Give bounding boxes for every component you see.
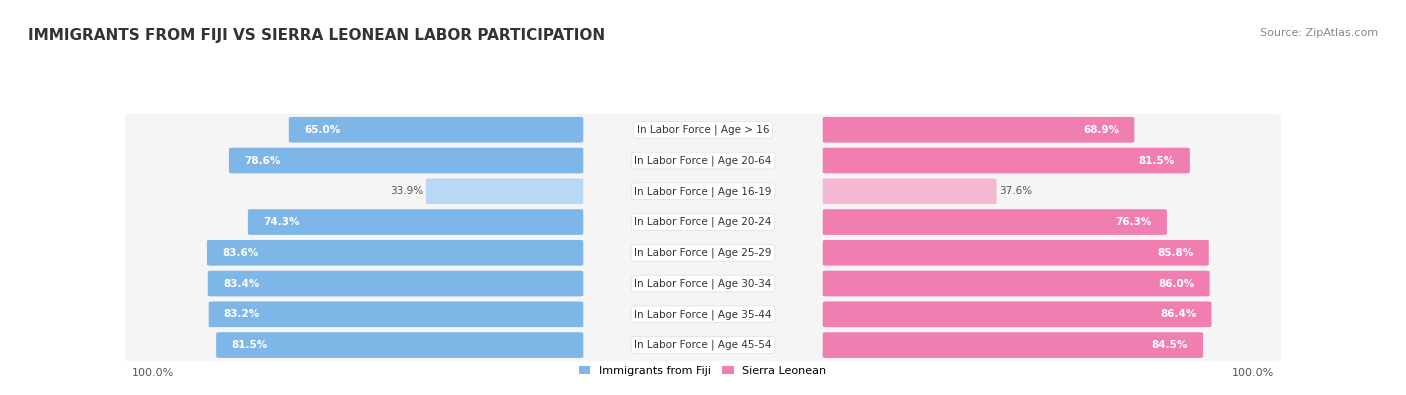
FancyBboxPatch shape	[288, 117, 583, 143]
Text: 100.0%: 100.0%	[132, 368, 174, 378]
Text: 68.9%: 68.9%	[1083, 125, 1119, 135]
Text: 86.0%: 86.0%	[1159, 278, 1195, 289]
Text: In Labor Force | Age 25-29: In Labor Force | Age 25-29	[634, 248, 772, 258]
FancyBboxPatch shape	[207, 240, 583, 266]
FancyBboxPatch shape	[125, 329, 1281, 361]
FancyBboxPatch shape	[125, 206, 1281, 238]
Text: 83.2%: 83.2%	[224, 309, 260, 319]
FancyBboxPatch shape	[229, 148, 583, 173]
FancyBboxPatch shape	[125, 237, 1281, 269]
Text: 78.6%: 78.6%	[245, 156, 280, 166]
FancyBboxPatch shape	[208, 271, 583, 296]
Text: In Labor Force | Age 16-19: In Labor Force | Age 16-19	[634, 186, 772, 197]
Text: 76.3%: 76.3%	[1115, 217, 1152, 227]
Text: In Labor Force | Age 35-44: In Labor Force | Age 35-44	[634, 309, 772, 320]
FancyBboxPatch shape	[125, 176, 1281, 207]
FancyBboxPatch shape	[247, 209, 583, 235]
FancyBboxPatch shape	[217, 332, 583, 358]
Text: 83.4%: 83.4%	[224, 278, 259, 289]
FancyBboxPatch shape	[426, 179, 583, 204]
Text: Source: ZipAtlas.com: Source: ZipAtlas.com	[1260, 28, 1378, 38]
FancyBboxPatch shape	[208, 301, 583, 327]
Legend: Immigrants from Fiji, Sierra Leonean: Immigrants from Fiji, Sierra Leonean	[575, 361, 831, 380]
Text: 81.5%: 81.5%	[232, 340, 267, 350]
Text: 85.8%: 85.8%	[1157, 248, 1194, 258]
Text: 100.0%: 100.0%	[1232, 368, 1274, 378]
Text: In Labor Force | Age 20-24: In Labor Force | Age 20-24	[634, 217, 772, 227]
Text: In Labor Force | Age > 16: In Labor Force | Age > 16	[637, 124, 769, 135]
FancyBboxPatch shape	[125, 114, 1281, 145]
FancyBboxPatch shape	[823, 271, 1209, 296]
FancyBboxPatch shape	[823, 332, 1204, 358]
Text: In Labor Force | Age 45-54: In Labor Force | Age 45-54	[634, 340, 772, 350]
FancyBboxPatch shape	[823, 179, 997, 204]
FancyBboxPatch shape	[823, 209, 1167, 235]
Text: 86.4%: 86.4%	[1160, 309, 1197, 319]
FancyBboxPatch shape	[823, 301, 1212, 327]
FancyBboxPatch shape	[823, 148, 1189, 173]
FancyBboxPatch shape	[823, 240, 1209, 266]
FancyBboxPatch shape	[125, 268, 1281, 299]
Text: 83.6%: 83.6%	[222, 248, 259, 258]
Text: IMMIGRANTS FROM FIJI VS SIERRA LEONEAN LABOR PARTICIPATION: IMMIGRANTS FROM FIJI VS SIERRA LEONEAN L…	[28, 28, 605, 43]
Text: 74.3%: 74.3%	[263, 217, 299, 227]
FancyBboxPatch shape	[823, 117, 1135, 143]
Text: 81.5%: 81.5%	[1139, 156, 1174, 166]
Text: In Labor Force | Age 20-64: In Labor Force | Age 20-64	[634, 155, 772, 166]
Text: 84.5%: 84.5%	[1152, 340, 1188, 350]
FancyBboxPatch shape	[125, 299, 1281, 330]
Text: 65.0%: 65.0%	[304, 125, 340, 135]
Text: 33.9%: 33.9%	[389, 186, 423, 196]
Text: In Labor Force | Age 30-34: In Labor Force | Age 30-34	[634, 278, 772, 289]
Text: 37.6%: 37.6%	[1000, 186, 1032, 196]
FancyBboxPatch shape	[125, 145, 1281, 176]
